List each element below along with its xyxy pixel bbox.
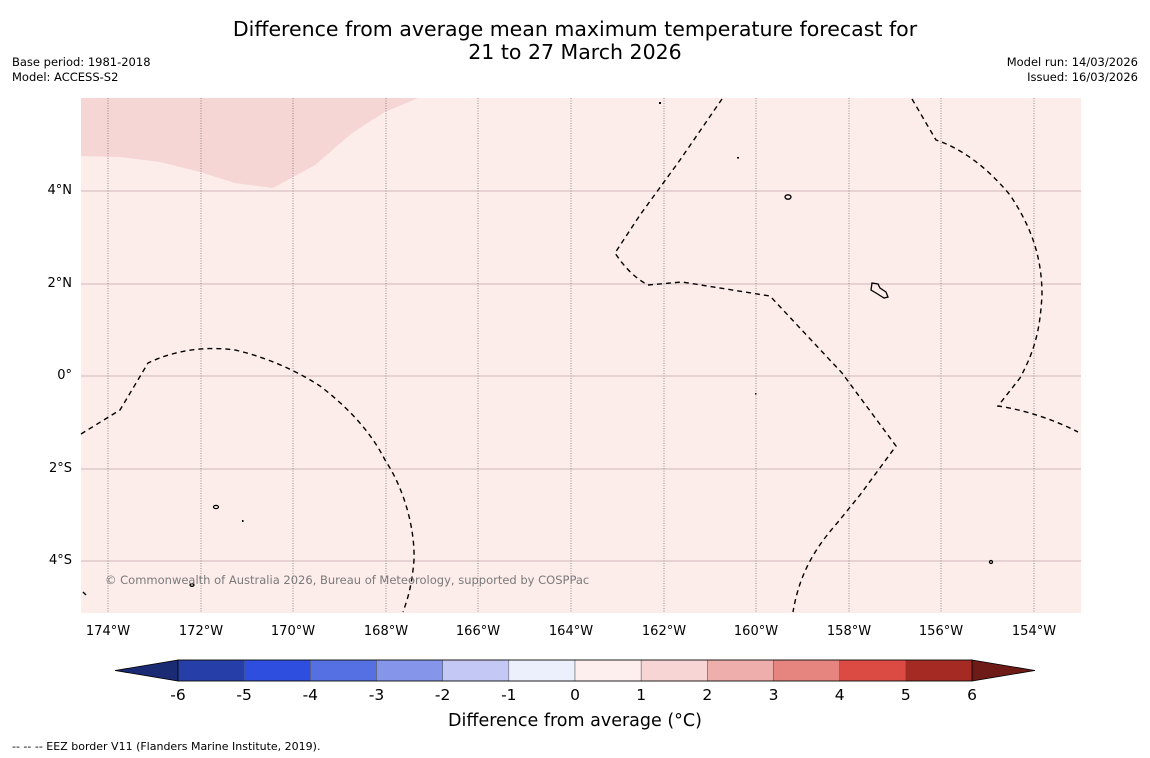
colorbar-cell xyxy=(508,659,576,682)
model-run-text: Model run: 14/03/2026 xyxy=(1006,55,1138,69)
issued-text: Issued: 16/03/2026 xyxy=(1027,70,1138,84)
lon-label-154w: 154°W xyxy=(1011,624,1057,639)
colorbar-tick-label: -3 xyxy=(368,686,385,704)
colorbar-cell xyxy=(640,659,708,682)
meta-right: Model run: 14/03/2026 Issued: 16/03/2026 xyxy=(1007,55,1138,85)
eez-border-west xyxy=(80,347,415,613)
colorbar-tick-label: -6 xyxy=(170,686,186,704)
colorbar-cell xyxy=(707,659,774,682)
island xyxy=(784,194,792,200)
lat-label-4n: 4°N xyxy=(47,183,73,198)
colorbar-tick-label: -5 xyxy=(236,686,252,704)
lat-label-0: 0° xyxy=(57,368,72,383)
colorbar-tick-label: -2 xyxy=(434,686,451,704)
island-kiritimati xyxy=(870,282,889,299)
colorbar-cell xyxy=(177,659,245,682)
lat-label-4s: 4°S xyxy=(48,553,72,568)
colorbar-tick-label: 3 xyxy=(768,686,779,704)
colorbar-cell xyxy=(773,659,840,682)
colorbar-cell xyxy=(310,659,377,682)
colorbar-frame xyxy=(177,659,973,682)
island xyxy=(189,583,195,587)
colorbar-tick-label: 1 xyxy=(636,686,647,704)
map-title: Difference from average mean maximum tem… xyxy=(0,18,1150,64)
lat-label-2s: 2°S xyxy=(48,461,72,476)
colorbar-cell xyxy=(442,659,510,682)
colorbar-over-arrow xyxy=(971,659,1036,682)
colorbar-tick-label: 2 xyxy=(702,686,713,704)
meta-left: Base period: 1981-2018 Model: ACCESS-S2 xyxy=(12,55,151,85)
colorbar-cell xyxy=(839,659,907,682)
colorbar-tick-label: 5 xyxy=(900,686,911,704)
colorbar-tick-label: -1 xyxy=(501,686,517,704)
base-period-text: Base period: 1981-2018 xyxy=(12,55,151,69)
colorbar-cell xyxy=(905,659,973,682)
colorbar-cell xyxy=(574,659,642,682)
map-title-line-1: Difference from average mean maximum tem… xyxy=(232,17,918,41)
island xyxy=(659,102,661,104)
island xyxy=(755,393,757,395)
colorbar-under-arrow xyxy=(114,659,179,682)
colorbar-tick-label: 4 xyxy=(834,686,845,704)
colorbar-label: Difference from average (°C) xyxy=(448,711,702,731)
lon-label-174w: 174°W xyxy=(85,624,131,639)
lon-label-162w: 162°W xyxy=(641,624,687,639)
longitude-gridlines xyxy=(107,98,1035,613)
colorbar-tick-label: 0 xyxy=(570,686,580,704)
lat-label-2n: 2°N xyxy=(47,276,73,291)
lon-label-172w: 172°W xyxy=(178,624,224,639)
island xyxy=(988,559,994,565)
island xyxy=(242,520,244,522)
colorbar-tick-label: -4 xyxy=(302,686,319,704)
model-text: Model: ACCESS-S2 xyxy=(12,70,119,84)
lon-label-168w: 168°W xyxy=(363,624,409,639)
lon-label-160w: 160°W xyxy=(733,624,779,639)
map-title-line-2: 21 to 27 March 2026 xyxy=(468,40,682,64)
lon-label-164w: 164°W xyxy=(548,624,594,639)
lon-label-170w: 170°W xyxy=(270,624,316,639)
eez-border-central xyxy=(614,98,897,613)
colorbar-tick-label: 6 xyxy=(967,686,977,704)
island xyxy=(212,504,220,510)
lon-label-166w: 166°W xyxy=(455,624,501,639)
lon-label-156w: 156°W xyxy=(918,624,964,639)
colorbar-cell xyxy=(376,659,443,682)
eez-legend-text: -- -- -- EEZ border V11 (Flanders Marine… xyxy=(12,740,321,753)
island xyxy=(737,157,739,159)
colorbar-cell xyxy=(243,659,311,682)
eez-border-fragment xyxy=(82,591,87,596)
map-region-anomaly-1-2 xyxy=(81,98,418,188)
lon-label-158w: 158°W xyxy=(826,624,872,639)
latitude-gridlines xyxy=(81,190,1081,562)
copyright-text: © Commonwealth of Australia 2026, Bureau… xyxy=(105,573,590,587)
eez-border-east xyxy=(911,98,1079,433)
